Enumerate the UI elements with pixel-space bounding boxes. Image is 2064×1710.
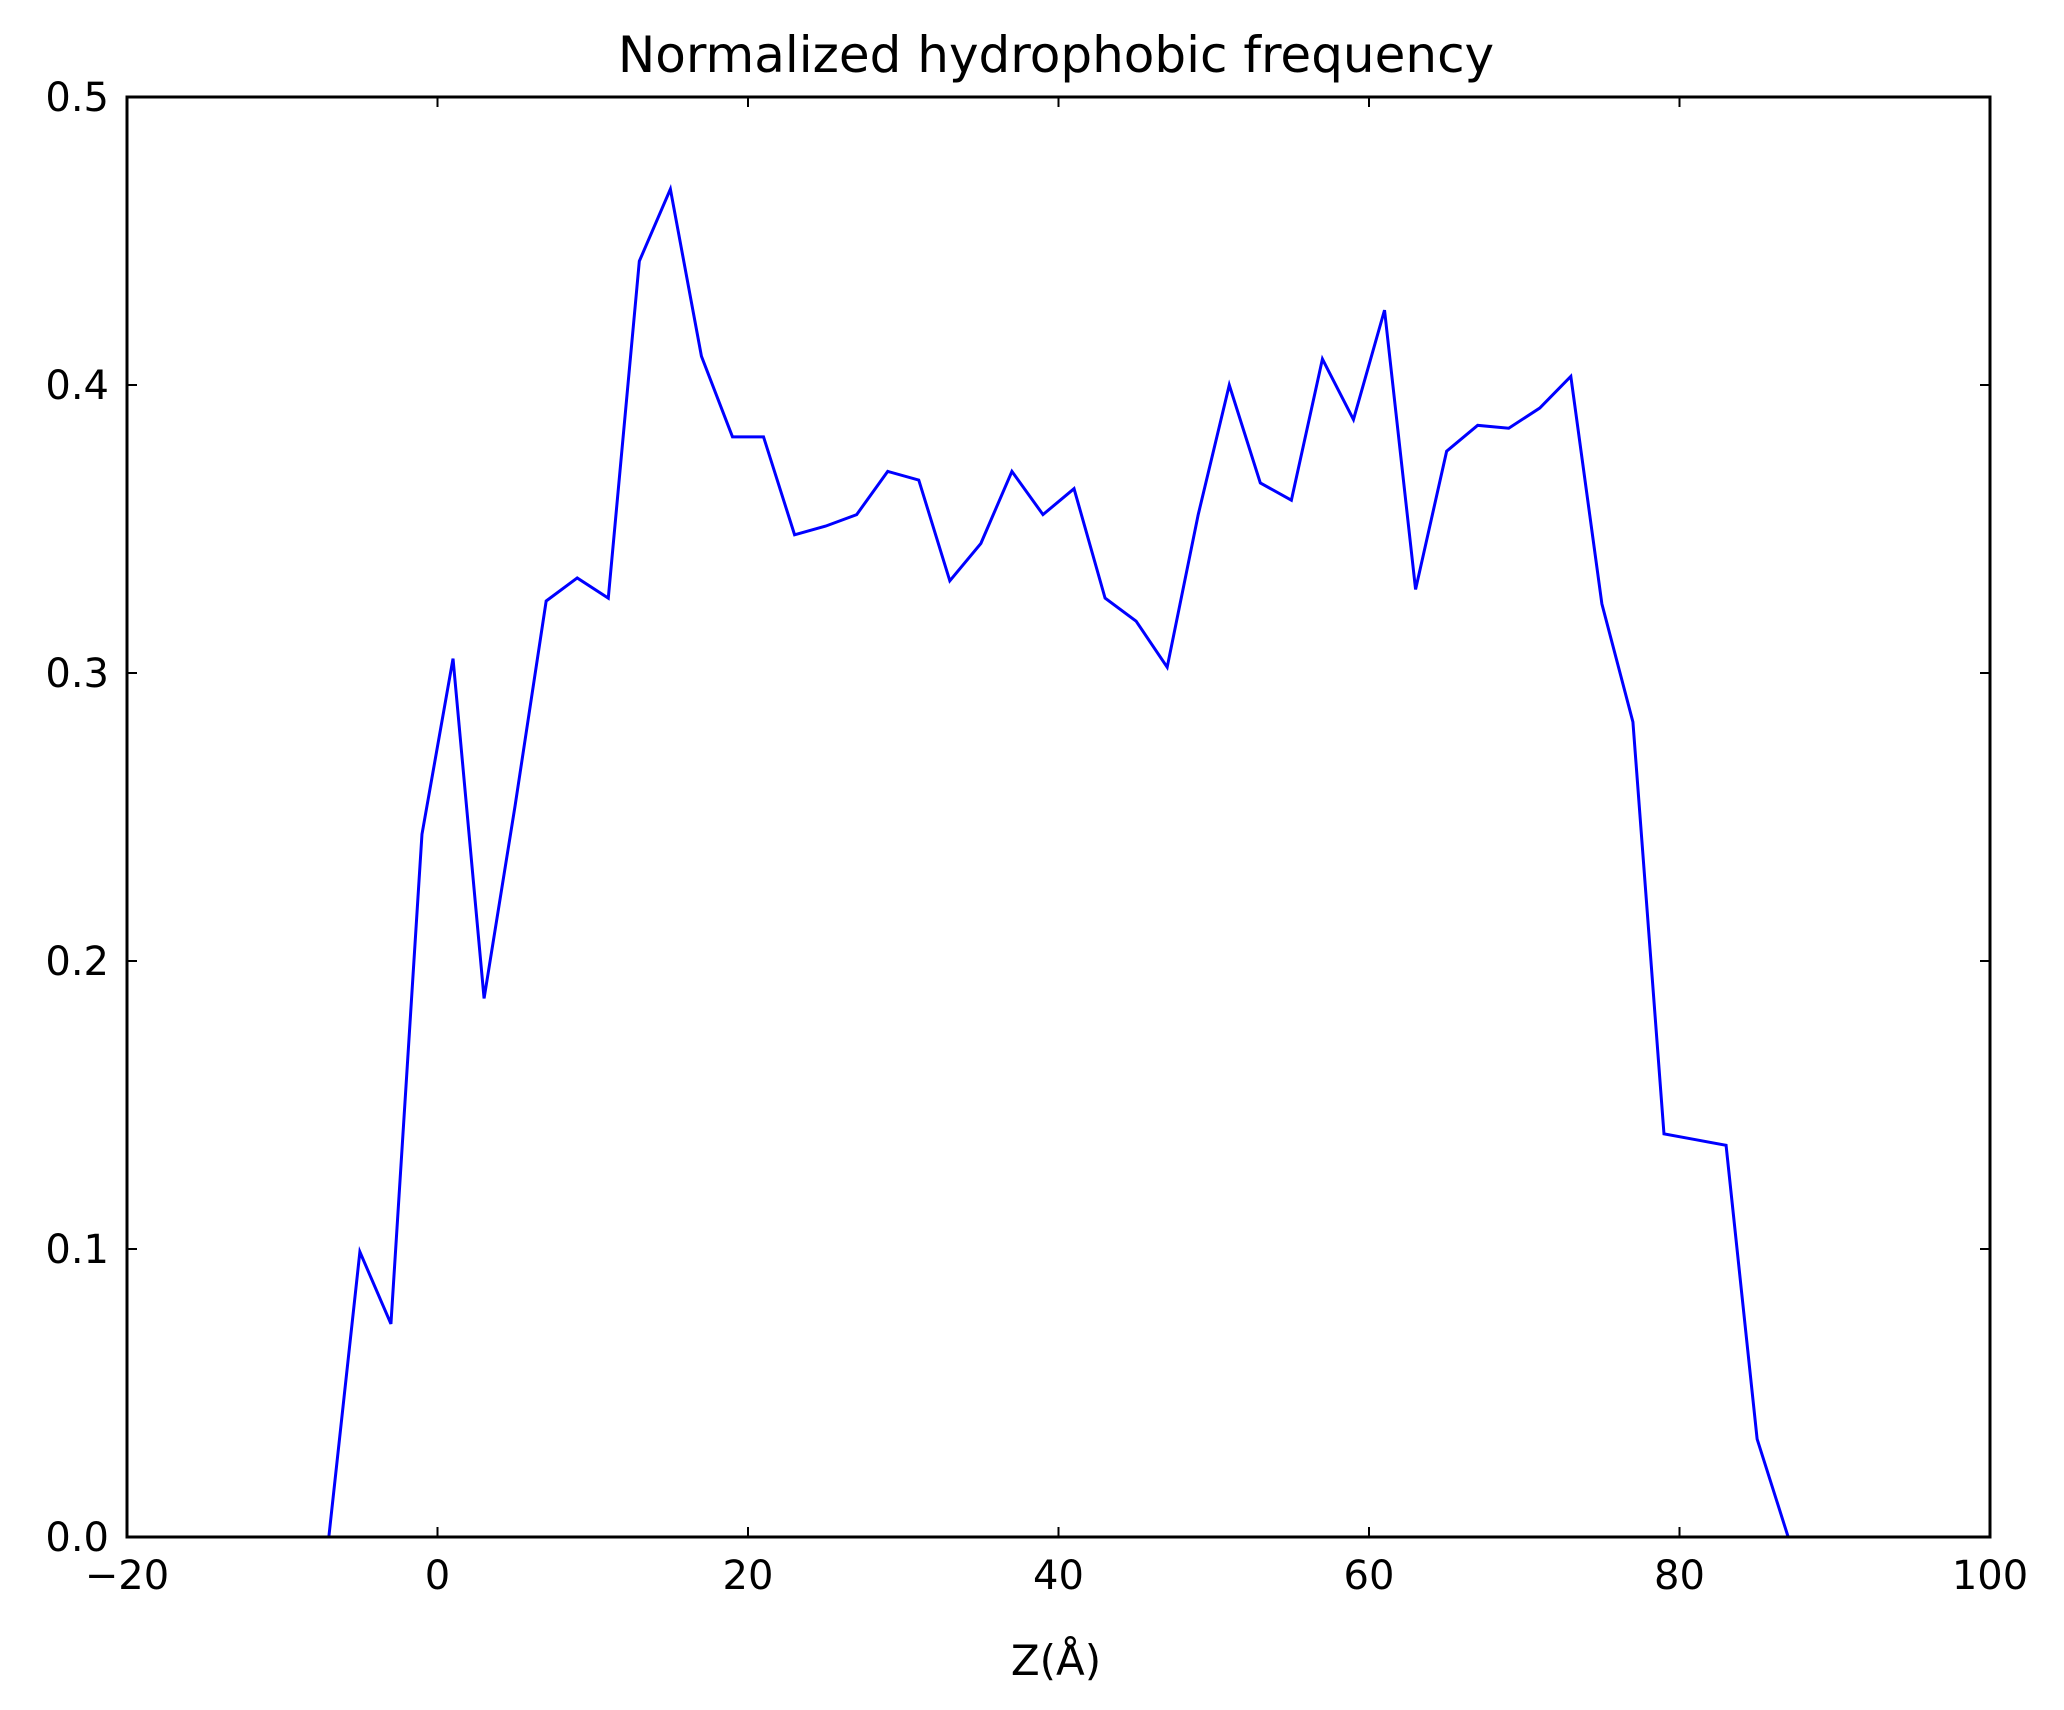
x-tick-label: 100 bbox=[1952, 1553, 2028, 1599]
y-tick-label: 0.5 bbox=[45, 75, 109, 121]
y-axis-ticks: 0.0 0.1 0.2 0.3 0.4 0.5 bbox=[45, 75, 1990, 1561]
y-tick-label: 0.3 bbox=[45, 651, 109, 697]
x-tick-label: −20 bbox=[85, 1553, 169, 1599]
x-axis-ticks: −20 0 20 40 60 80 100 bbox=[85, 97, 2028, 1599]
x-tick-label: 0 bbox=[425, 1553, 450, 1599]
series-line-0 bbox=[297, 184, 1820, 1539]
x-axis-label: Z(Å) bbox=[1011, 1635, 1101, 1685]
y-tick-label: 0.2 bbox=[45, 939, 109, 985]
x-tick-label: 60 bbox=[1344, 1553, 1395, 1599]
x-tick-label: 40 bbox=[1033, 1553, 1084, 1599]
x-tick-label: 20 bbox=[723, 1553, 774, 1599]
y-tick-label: 0.0 bbox=[45, 1515, 109, 1561]
x-tick-label: 80 bbox=[1654, 1553, 1705, 1599]
plot-area bbox=[297, 184, 1820, 1539]
chart-title: Normalized hydrophobic frequency bbox=[618, 26, 1494, 84]
y-tick-label: 0.1 bbox=[45, 1227, 109, 1273]
y-tick-label: 0.4 bbox=[45, 363, 109, 409]
